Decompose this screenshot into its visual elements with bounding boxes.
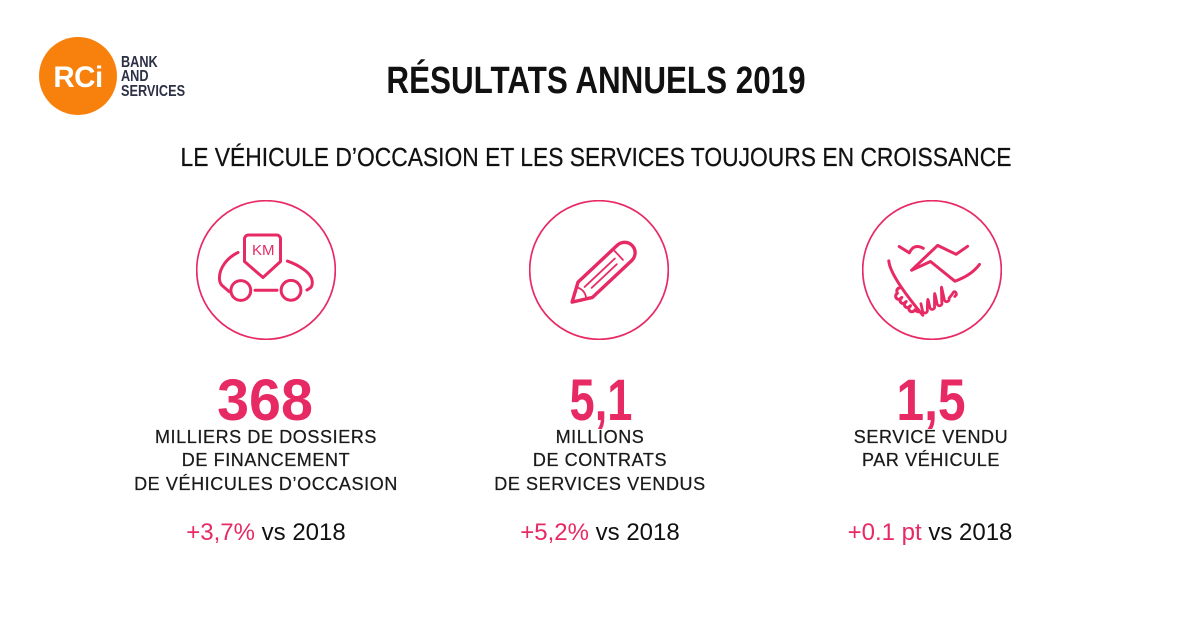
svg-text:KM: KM <box>252 242 275 259</box>
